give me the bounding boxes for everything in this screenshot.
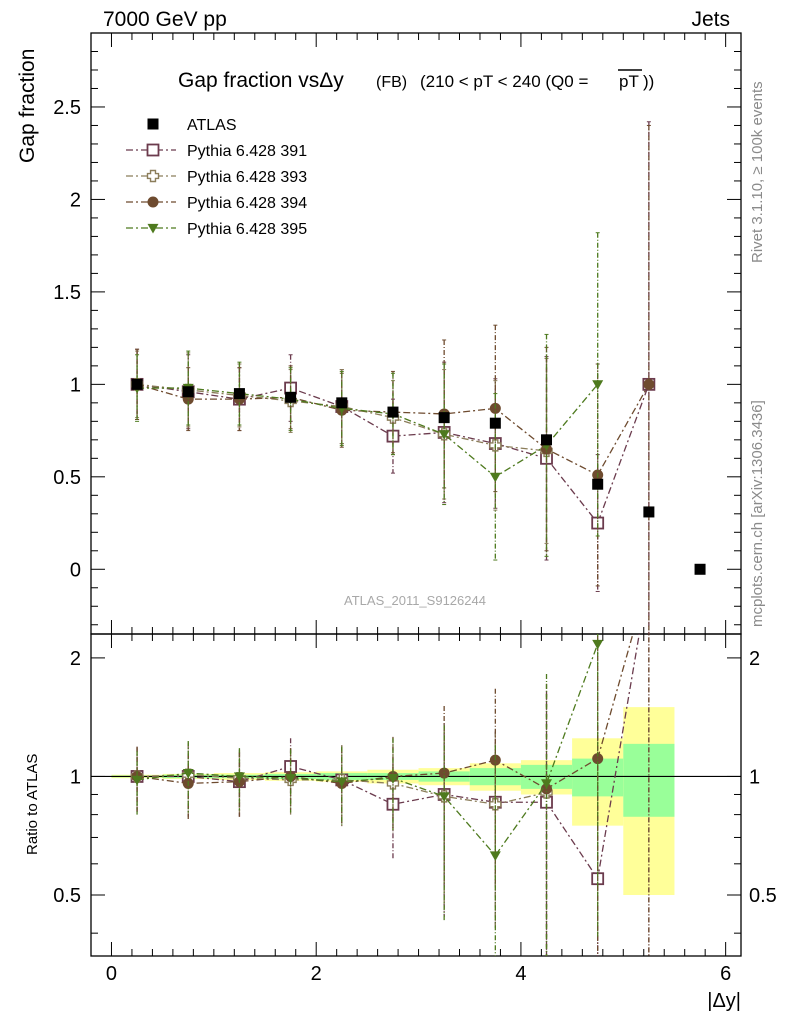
atlas-data-point: [694, 563, 706, 575]
plot-title-main: Gap fraction vsΔy: [178, 69, 344, 92]
rivet-version-note: Rivet 3.1.10, ≥ 100k events: [749, 81, 766, 263]
atlas-data-group: [131, 378, 706, 575]
atlas-data-point: [285, 391, 297, 403]
legend-label: Pythia 6.428 393: [187, 169, 307, 186]
ratio-tick-label-left: 2: [70, 648, 81, 670]
series-2-ratio-point: [489, 798, 502, 811]
legend-marker: [146, 169, 160, 183]
plot-title-small: (FB): [376, 74, 407, 91]
series-4-ratio-point: [541, 779, 553, 789]
series-4-ratio-point: [182, 768, 194, 779]
legend-entry-series-2: Pythia 6.428 393: [126, 169, 307, 186]
atlas-data-point: [541, 434, 553, 446]
x-axis-label: |Δy|: [707, 990, 741, 1012]
series-4-ratio-point: [438, 792, 450, 802]
legend-atlas-label: ATLAS: [187, 117, 237, 134]
x-tick-label: 6: [720, 963, 731, 985]
series-4-point: [592, 380, 604, 390]
atlas-data-point: [643, 506, 655, 518]
series-4-ratio-point: [387, 774, 399, 784]
legend-marker: [147, 196, 159, 208]
atlas-data-point: [233, 388, 245, 400]
y-axis-label: Gap fraction: [16, 49, 39, 163]
y-tick-label: 1: [70, 374, 81, 396]
atlas-data-point: [131, 378, 143, 390]
y-tick-label: 1.5: [53, 282, 81, 304]
atlas-data-point: [387, 406, 399, 418]
series-4-ratio-point: [131, 775, 143, 786]
series-4-ratio-line: [136, 643, 599, 857]
legend-entry-series-3: Pythia 6.428 394: [126, 195, 307, 212]
series-4-point: [438, 430, 450, 440]
header-process: 7000 GeV pp: [103, 8, 227, 31]
atlas-data-point: [336, 397, 348, 409]
atlas-data-point: [182, 386, 194, 398]
y-tick-label: 0.5: [53, 467, 81, 489]
series-3-point: [643, 378, 655, 390]
ratio-tick-label-right: 1: [749, 766, 760, 788]
ratio-tick-label-left: 1: [70, 766, 81, 788]
series-4-main: [131, 232, 604, 561]
x-tick-label: 0: [106, 963, 117, 985]
series-4-ratio-point: [592, 639, 604, 650]
ratio-tick-label-right: 2: [749, 648, 760, 670]
legend: ATLAS Pythia 6.428 391 Pythia 6.428 393 Pyt…: [126, 117, 307, 238]
mcplots-reference: mcplots.cern.ch [arXiv:1306.3436]: [749, 400, 766, 627]
header-observable: Jets: [691, 8, 730, 31]
series-4-ratio-point: [489, 851, 501, 861]
plot-title-overline: pT: [619, 72, 639, 91]
legend-atlas-marker: [147, 118, 159, 130]
legend-entry-series-4: Pythia 6.428 395: [126, 221, 307, 238]
y-tick-label: 2: [70, 189, 81, 211]
legend-label: Pythia 6.428 391: [187, 143, 307, 160]
plot-title-close: )): [643, 72, 654, 91]
atlas-data-point: [438, 412, 450, 424]
x-tick-label: 4: [515, 963, 526, 985]
ratio-tick-label-left: 0.5: [53, 885, 81, 907]
axes: 0 0.5 1 1.5 2 2.5 0.5 0.5 1 1 2 2 0 2 4 6: [53, 32, 777, 985]
y-tick-label: 2.5: [53, 97, 81, 119]
legend-label: Pythia 6.428 395: [187, 221, 307, 238]
y-tick-label: 0: [70, 559, 81, 581]
series-4-ratio-point: [233, 772, 245, 782]
atlas-data-point: [489, 417, 501, 429]
series-4-line: [137, 383, 599, 478]
series-2-ratio: [130, 693, 553, 956]
atlas-data-point: [592, 478, 604, 490]
ratio-series-group: [130, 634, 650, 956]
legend-marker: [146, 143, 160, 157]
legend-label: Pythia 6.428 394: [187, 195, 307, 212]
series-4-ratio-point: [336, 777, 348, 788]
legend-entry-series-1: Pythia 6.428 391: [126, 143, 307, 160]
series-4-ratio-point: [285, 774, 297, 784]
plot-title-range: (210 < pT < 240 (Q0 =: [420, 72, 588, 91]
labels-layer: Gap fraction vsΔy (FB) (210 < pT < 240 (…: [16, 49, 766, 1012]
ratio-tick-label-right: 0.5: [749, 885, 777, 907]
series-layer: [130, 121, 706, 956]
ratio-frame: [90, 633, 742, 957]
series-4-point: [489, 472, 501, 483]
series-4-ratio: [131, 634, 604, 956]
ratio-axis-label: Ratio to ATLAS: [24, 754, 41, 855]
legend-marker: [147, 223, 159, 234]
legend-entry-atlas: ATLAS: [147, 117, 237, 134]
analysis-watermark: ATLAS_2011_S9126244: [344, 593, 486, 608]
series-1-line: [136, 383, 650, 525]
x-tick-label: 2: [311, 963, 322, 985]
